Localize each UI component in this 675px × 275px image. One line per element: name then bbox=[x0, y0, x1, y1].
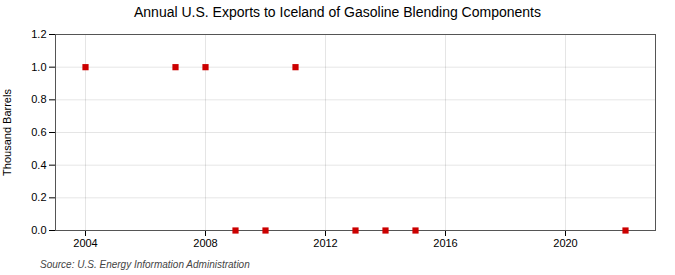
svg-text:2012: 2012 bbox=[313, 237, 337, 249]
svg-text:0.0: 0.0 bbox=[31, 224, 46, 236]
svg-text:1.0: 1.0 bbox=[31, 61, 46, 73]
svg-text:2008: 2008 bbox=[193, 237, 217, 249]
svg-text:Thousand Barrels: Thousand Barrels bbox=[1, 89, 13, 176]
html-text:Annual U.S. Exports to Iceland: Annual U.S. Exports to Iceland of Gasoli… bbox=[134, 4, 541, 20]
svg-text:2020: 2020 bbox=[553, 237, 577, 249]
html-text:Source: U.S. Energy Informatio: Source: U.S. Energy Information Administ… bbox=[40, 259, 250, 270]
svg-text:0.8: 0.8 bbox=[31, 93, 46, 105]
svg-text:1.2: 1.2 bbox=[31, 28, 46, 40]
svg-text:0.2: 0.2 bbox=[31, 191, 46, 203]
svg-text:0.4: 0.4 bbox=[31, 159, 46, 171]
svg-text:2004: 2004 bbox=[73, 237, 97, 249]
svg-text:2016: 2016 bbox=[433, 237, 457, 249]
svg-text:0.6: 0.6 bbox=[31, 126, 46, 138]
